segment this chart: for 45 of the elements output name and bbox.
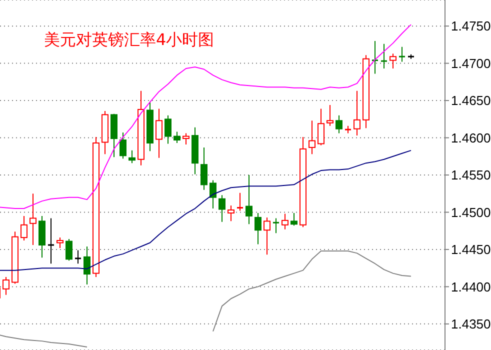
candlestick (30, 193, 36, 246)
candlestick (308, 120, 316, 155)
candlestick (290, 212, 298, 226)
candlestick (336, 114, 342, 134)
y-tick-label: 1.4550 (451, 168, 491, 183)
candlestick (182, 132, 190, 145)
candlestick (398, 46, 406, 62)
candlestick (174, 131, 180, 144)
candlestick (2, 276, 10, 296)
candlestick (210, 180, 216, 210)
candlestick (164, 114, 172, 144)
y-tick-label: 1.4500 (451, 204, 491, 220)
candlestick (246, 174, 252, 225)
candlestick (390, 53, 396, 70)
candlestick (380, 43, 388, 70)
candlestick (218, 194, 226, 222)
candlestick (228, 205, 234, 222)
y-tick-label: 1.4600 (451, 130, 491, 146)
y-tick-label: 1.4450 (451, 242, 491, 258)
candlestick (282, 213, 288, 230)
text: 美元对英镑汇率4小时图 (44, 30, 214, 51)
candlestick (236, 192, 244, 212)
y-tick-label: 1.4750 (451, 18, 491, 34)
candlestick (66, 238, 72, 262)
candlestick (272, 218, 280, 234)
candlestick (254, 212, 262, 245)
candlestick (84, 246, 90, 285)
candlestick (264, 216, 270, 256)
candlestick (38, 215, 46, 258)
candlestick (56, 237, 64, 248)
y-tick-label: 1.4650 (451, 93, 491, 108)
candlestick (47, 218, 55, 264)
candlestick (354, 90, 360, 136)
candlestick (110, 113, 118, 158)
candlestick (120, 132, 126, 160)
candlestick (74, 250, 82, 264)
y-tick-label: 1.4400 (451, 279, 491, 294)
candlestick (156, 108, 162, 158)
candlestick (20, 215, 28, 242)
candlestick (326, 104, 334, 126)
y-tick-label: 1.4700 (451, 56, 491, 71)
candlestick (318, 108, 324, 146)
candlestick (200, 146, 208, 190)
y-tick-label: 1.4350 (451, 316, 491, 332)
candlestick (128, 150, 136, 164)
